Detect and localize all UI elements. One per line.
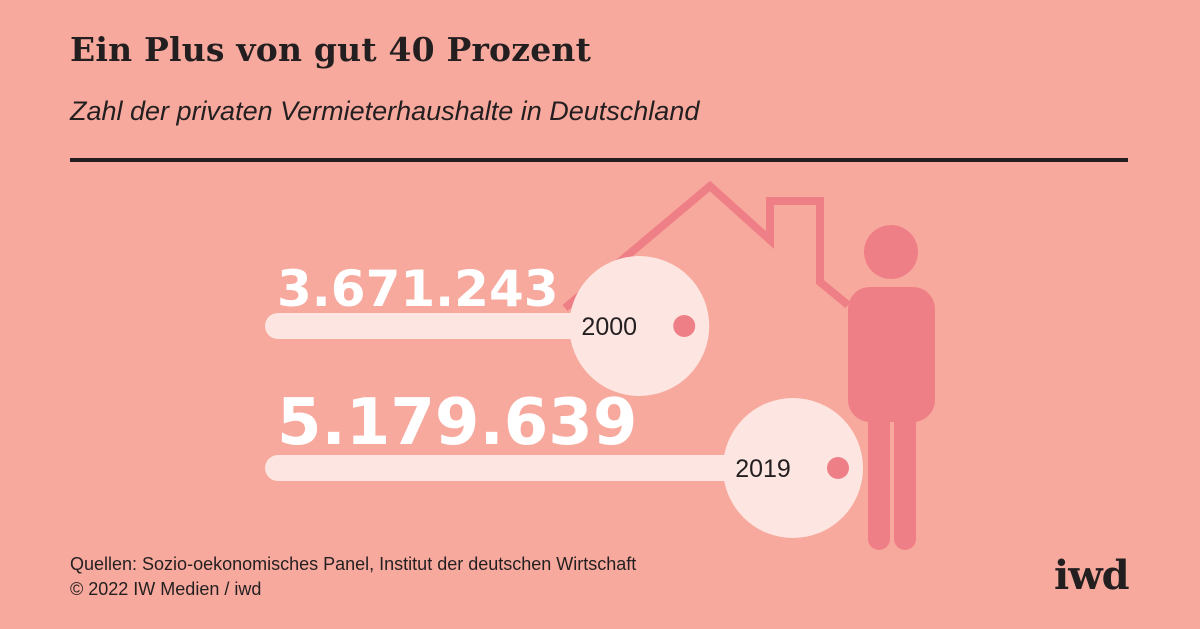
source-note: Quellen: Sozio-oekonomisches Panel, Inst… [70,552,636,602]
key-ring [569,256,710,396]
key-shaft-bar [265,313,640,339]
key-shaft-bar [265,455,793,481]
person-icon [848,225,935,550]
key-hole [827,457,849,479]
source-line: Quellen: Sozio-oekonomisches Panel, Inst… [70,554,637,574]
iwd-logo: iwd [1054,552,1130,599]
value-label: 5.179.639 [277,386,637,460]
title-divider [70,158,1128,162]
year-label: 2000 [581,313,637,341]
chart-title: Ein Plus von gut 40 Prozent [70,30,592,69]
copyright-line: © 2022 IW Medien / iwd [70,579,262,599]
chart-subtitle: Zahl der privaten Vermieterhaushalte in … [70,96,700,126]
year-label: 2019 [735,455,791,483]
key-hole [673,315,696,337]
house-icon [562,180,851,312]
key-ring [723,398,863,538]
keys-layer: 2000 3.671.243 2019 5.179.639 [265,256,863,538]
value-label: 3.671.243 [277,260,559,318]
